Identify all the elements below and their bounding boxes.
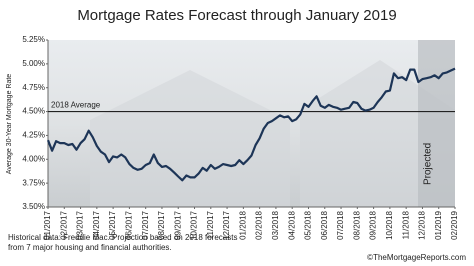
projected-shade: [418, 40, 455, 207]
y-tick-label: 5.00%: [22, 59, 45, 68]
chart-title: Mortgage Rates Forecast through January …: [77, 7, 396, 24]
x-tick-label: 08/2017: [157, 210, 166, 239]
x-tick-label: 06/2017: [125, 210, 134, 239]
x-tick-label: 01/2017: [43, 210, 52, 239]
x-tick-label: 02/2017: [59, 210, 68, 239]
x-tick-label: 08/2018: [352, 210, 361, 239]
x-tick-label: 01/2018: [238, 210, 247, 239]
y-tick-label: 4.50%: [22, 107, 45, 116]
x-tick-label: 03/2017: [76, 210, 85, 239]
average-label: 2018 Average: [51, 101, 101, 110]
x-tick-label: 11/2018: [401, 210, 410, 239]
x-tick-label: 04/2017: [92, 210, 101, 239]
y-axis-label: Average 30-Year Mortgage Rate: [6, 74, 13, 175]
x-tick-label: 03/2018: [271, 210, 280, 239]
footnote: from 7 major housing and financial autho…: [8, 243, 172, 252]
footnote: Historical data: Freddie Mac. Projection…: [8, 233, 237, 242]
y-tick-label: 4.25%: [22, 131, 45, 140]
rate-line: [46, 67, 456, 182]
x-tick-label: 10/2018: [385, 210, 394, 239]
x-tick-label: 10/2017: [190, 210, 199, 239]
x-tick-label: 12/2017: [222, 210, 231, 239]
x-tick-label: 01/2019: [434, 210, 443, 239]
x-tick-label: 12/2018: [418, 210, 427, 239]
y-tick-label: 5.25%: [22, 35, 45, 44]
x-tick-label: 05/2018: [304, 210, 313, 239]
projected-label: Projected: [423, 143, 434, 185]
x-tick-label: 09/2018: [369, 210, 378, 239]
y-tick-label: 4.75%: [22, 83, 45, 92]
credit: ©TheMortgageReports.com: [367, 253, 466, 262]
y-tick-label: 4.00%: [22, 154, 45, 163]
y-tick-label: 3.75%: [22, 178, 45, 187]
x-tick-label: 06/2018: [320, 210, 329, 239]
x-tick-label: 04/2018: [287, 210, 296, 239]
x-tick-label: 05/2017: [108, 210, 117, 239]
x-tick-label: 07/2017: [141, 210, 150, 239]
x-tick-label: 07/2018: [336, 210, 345, 239]
x-tick-label: 02/2019: [450, 210, 459, 239]
x-tick-label: 11/2017: [206, 210, 215, 239]
x-tick-label: 09/2017: [173, 210, 182, 239]
y-tick-label: 3.50%: [22, 202, 45, 211]
x-tick-label: 02/2018: [255, 210, 264, 239]
house-silhouette: [90, 60, 455, 207]
